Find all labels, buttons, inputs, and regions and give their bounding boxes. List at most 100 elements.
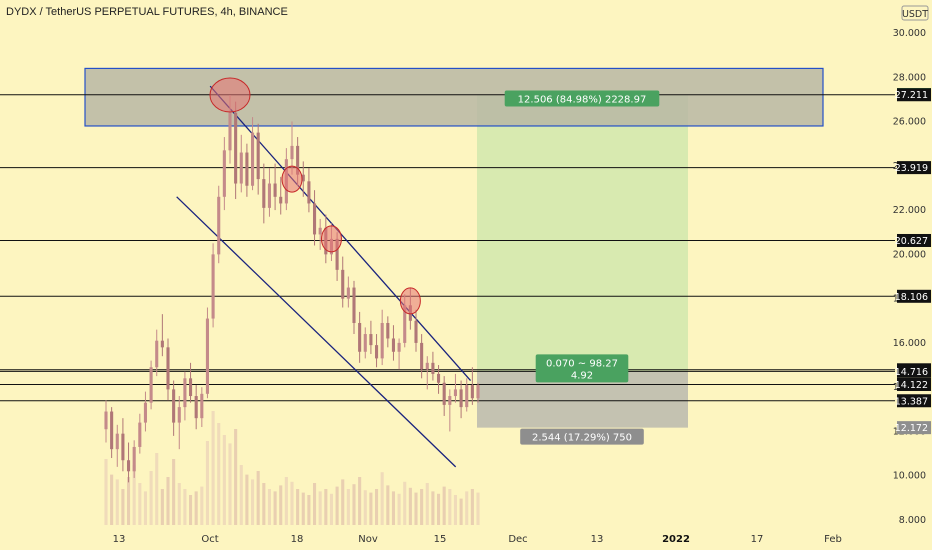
price-tag-label: 13.387 [895,396,928,407]
candle-body [465,384,469,408]
currency-badge [901,5,929,21]
volume-bar [431,491,435,525]
volume-bar [301,492,305,525]
candle-body [239,152,243,184]
volume-bar [318,491,322,525]
candle-body [476,384,480,399]
target-zone [477,94,688,372]
volume-bar [476,492,480,525]
candle-body [397,342,401,352]
candle-body [335,238,339,270]
volume-bar [138,483,142,525]
volume-bar [211,411,215,525]
y-tick-label: 8.000 [899,515,926,526]
volume-bar [200,486,204,525]
volume-bar [465,491,469,525]
candle-body [194,396,198,419]
candle-body [172,389,176,423]
volume-bar [194,491,198,525]
volume-bar [183,489,187,525]
volume-bar [228,443,232,525]
candle-body [279,196,283,204]
candle-body [234,112,238,184]
candle-body [228,112,232,151]
volume-bar [335,486,339,525]
entry-stats-label-bg [535,354,629,383]
volume-bar [374,489,379,525]
volume-bar [420,489,424,525]
candle-body [290,145,294,160]
volume-bar [453,495,458,525]
candle-body [307,181,311,204]
volume-bar [121,489,125,525]
price-tag-label: 14.716 [895,367,928,378]
candle-body [346,287,350,299]
volume-bar [284,477,288,525]
candle-body [380,322,384,359]
volume-bar [177,483,181,525]
candle-body [211,254,215,319]
volume-bar [279,485,283,525]
x-tick-label: 13 [591,534,604,545]
price-tag [897,377,931,391]
channel-lower-line [176,196,457,468]
volume-bar [386,485,390,525]
volume-bar [273,491,277,525]
volume-bar [442,486,446,525]
volume-bar [239,465,243,525]
candle-body [453,389,458,397]
volume-bar [341,479,345,525]
candle-body [431,362,435,374]
candle-body [188,378,193,397]
candle-body [160,340,164,348]
volume-bar [222,435,226,525]
entry-stats-label: 4.92 [571,370,593,381]
price-tag-label: 20.627 [895,236,928,247]
x-tick-label: 18 [291,534,304,545]
candle-body [296,145,300,175]
volume-bar [296,489,300,525]
y-tick-label: 20.000 [893,249,926,260]
price-tag-label: 18.106 [895,292,928,303]
highlight-marker [399,287,421,315]
price-tag-label: 23.919 [895,163,928,174]
y-tick-label: 28.000 [893,72,926,83]
highlight-marker [320,225,342,253]
price-tag [897,161,931,175]
y-tick-label: 30.000 [893,28,926,39]
candle-body [369,334,373,346]
candle-body [391,338,396,352]
volume-bar [459,498,463,525]
candle-body [166,347,170,390]
candle-body [470,384,474,399]
candle-body [318,227,322,235]
candle-body [459,389,463,408]
candle-body [363,334,367,352]
candle-body [222,150,226,197]
volume-bar [324,489,328,525]
volume-bar [290,481,294,525]
volume-bar [256,471,260,525]
candle-body [138,422,142,447]
price-tag [897,394,931,408]
candle-body [448,396,452,405]
volume-bar [110,474,114,525]
x-tick-label: Oct [201,534,218,545]
volume-bar [245,474,249,525]
volume-bar [132,465,136,525]
volume-bar [172,459,176,525]
volume-bar [329,493,334,525]
volume-bar [312,483,317,525]
volume-bar [149,471,153,525]
volume-bar [358,477,362,525]
volume-bar [166,477,170,525]
candle-body [155,340,159,368]
volume-bar [448,489,452,525]
price-tag-label: 27.211 [895,90,928,101]
candle-body [183,378,187,408]
x-tick-label: 2022 [662,534,690,545]
volume-bar [380,472,384,525]
volume-bar [408,487,412,525]
volume-bar [155,453,159,525]
